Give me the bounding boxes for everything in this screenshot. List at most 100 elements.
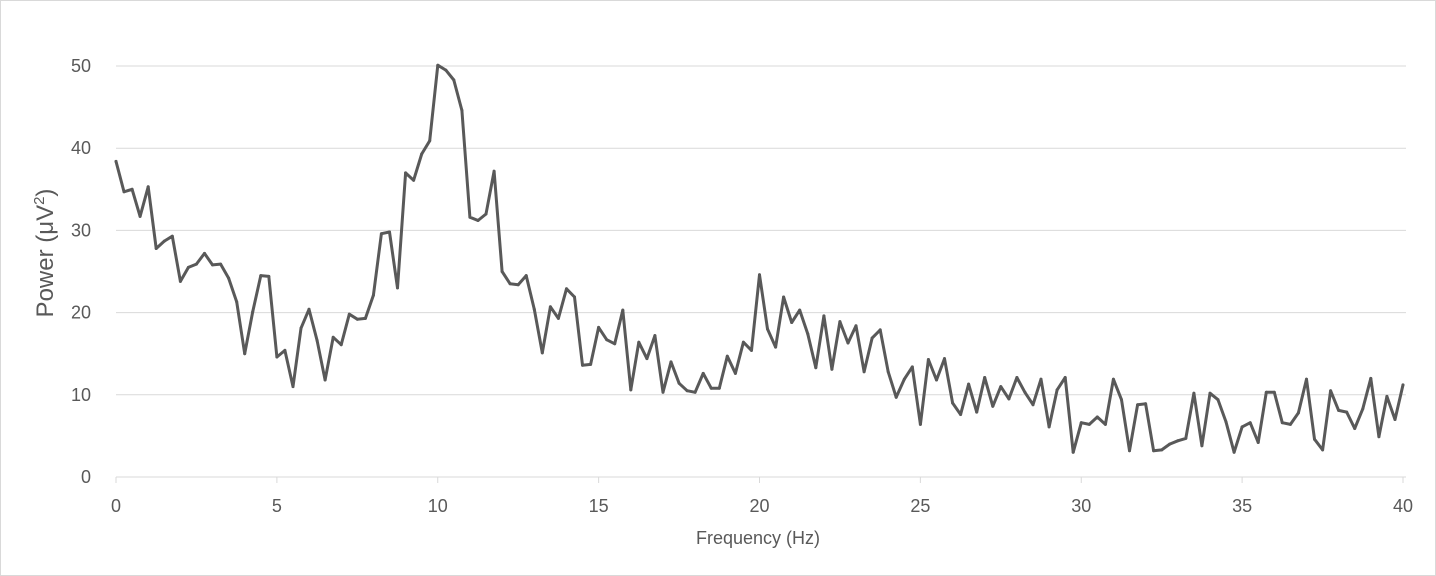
data-point	[1079, 421, 1083, 425]
data-point	[766, 327, 769, 331]
data-point	[926, 358, 930, 361]
data-point	[1047, 425, 1051, 429]
data-point	[1176, 439, 1180, 443]
data-point	[323, 378, 327, 382]
data-point	[452, 78, 456, 82]
x-tick-label: 35	[1232, 496, 1252, 516]
data-point	[508, 282, 512, 286]
data-point	[782, 295, 786, 299]
x-axis-title: Frequency (Hz)	[696, 528, 820, 548]
data-point	[162, 239, 166, 243]
data-point	[589, 362, 593, 366]
data-point	[709, 386, 713, 390]
data-point	[854, 324, 858, 328]
data-point	[516, 283, 520, 287]
data-point	[1111, 377, 1115, 381]
data-point	[814, 366, 818, 370]
data-point	[532, 307, 536, 311]
data-point	[1208, 391, 1212, 395]
data-point	[444, 68, 448, 72]
data-point	[412, 178, 416, 182]
y-tick-label: 30	[71, 220, 91, 240]
data-point	[122, 190, 126, 194]
data-point	[1224, 420, 1228, 424]
data-point	[1103, 422, 1107, 426]
data-point	[1321, 448, 1325, 452]
data-point	[733, 371, 737, 375]
data-point	[951, 401, 955, 405]
x-tick-label: 0	[111, 496, 121, 516]
data-point	[878, 328, 882, 332]
data-point	[1280, 421, 1284, 425]
x-tick-label: 10	[428, 496, 448, 516]
data-point	[1152, 449, 1156, 453]
data-point	[1248, 421, 1252, 425]
data-point	[379, 232, 383, 236]
data-point	[677, 381, 681, 385]
data-point	[436, 63, 440, 67]
data-point	[798, 308, 802, 312]
data-point	[194, 262, 198, 266]
data-point	[935, 378, 938, 382]
data-point	[1305, 377, 1308, 381]
data-point	[967, 382, 971, 386]
data-point	[1337, 408, 1341, 412]
data-point	[1055, 388, 1059, 392]
data-point	[1023, 390, 1027, 394]
data-point	[1361, 407, 1365, 411]
data-point	[605, 338, 609, 342]
data-point	[943, 357, 946, 361]
data-point	[1160, 448, 1164, 452]
y-axis-title: Power (μV2)	[31, 189, 59, 318]
data-point	[307, 307, 311, 311]
data-point	[822, 314, 826, 318]
data-point	[774, 345, 778, 349]
data-point	[1353, 427, 1357, 430]
y-axis-title-base: Power (μV	[32, 205, 59, 318]
data-point	[1313, 437, 1316, 441]
data-point	[1256, 441, 1260, 444]
data-point	[1039, 377, 1043, 381]
data-point	[1128, 449, 1131, 453]
data-point	[870, 336, 874, 340]
data-point	[693, 390, 697, 394]
data-point	[146, 185, 150, 189]
data-point	[910, 365, 914, 369]
x-tick-label: 30	[1071, 496, 1091, 516]
data-point	[581, 363, 584, 367]
data-point	[661, 390, 665, 394]
data-point	[154, 247, 158, 250]
data-point	[1007, 397, 1011, 401]
data-point	[299, 326, 303, 330]
data-point	[492, 169, 496, 173]
data-point	[1264, 390, 1268, 394]
data-point	[894, 395, 898, 399]
data-point	[524, 274, 528, 278]
data-point	[1087, 422, 1091, 426]
data-point	[1031, 403, 1035, 407]
data-point	[1240, 425, 1244, 429]
data-point	[1192, 391, 1196, 395]
series-layer	[114, 63, 1405, 454]
data-point	[1296, 411, 1300, 415]
x-tick-label: 15	[589, 496, 609, 516]
data-point	[203, 251, 206, 255]
data-point	[613, 342, 617, 346]
data-point	[548, 305, 552, 309]
data-point	[283, 348, 287, 352]
data-point	[291, 385, 295, 389]
data-point	[999, 385, 1003, 389]
data-point	[621, 308, 625, 312]
data-point	[669, 360, 673, 364]
data-point	[1232, 450, 1236, 454]
y-axis-title-close: )	[32, 189, 59, 197]
data-point	[685, 389, 689, 393]
y-tick-label: 20	[71, 303, 91, 323]
data-point	[556, 316, 560, 320]
data-point	[1168, 442, 1172, 446]
data-point	[830, 367, 834, 371]
data-point	[235, 300, 239, 304]
x-axis	[115, 476, 1406, 483]
data-point	[428, 139, 432, 143]
data-point	[1120, 398, 1123, 402]
